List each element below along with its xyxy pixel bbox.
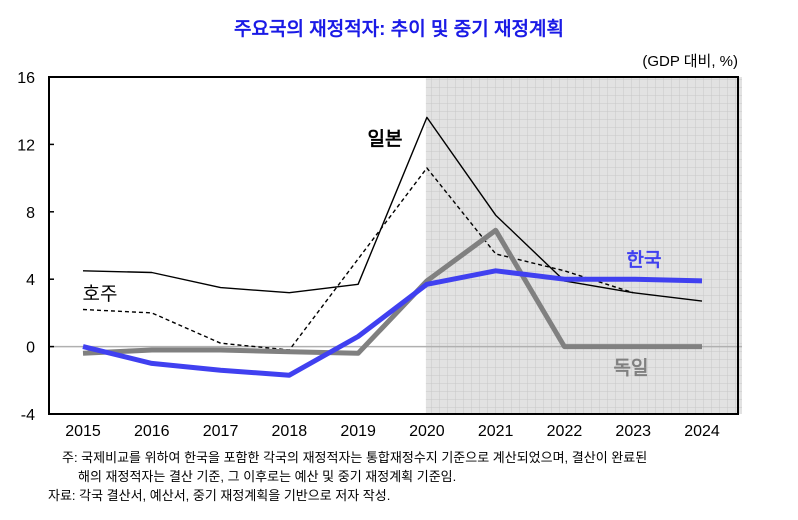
line-chart: -4 0 4 8 12 16 2015 2016 2017 2018 2019 2020 2021 202… [17, 70, 742, 440]
x-tick-label: 2019 [340, 423, 376, 440]
series-label: 독일 [614, 357, 649, 379]
x-tick-label: 2016 [134, 423, 170, 440]
note-line-1: 주: 국제비교를 위하여 한국을 포함한 각국의 재정적자는 통합재정수지 기준… [62, 450, 648, 465]
y-tick-label: -4 [21, 407, 35, 424]
series-line-3 [82, 227, 702, 356]
series-line-0 [82, 116, 703, 302]
x-tick-label: 2021 [478, 423, 514, 440]
y-tick-label: 4 [26, 272, 35, 289]
y-tick-label: 16 [17, 70, 35, 87]
plot-frame [48, 76, 739, 415]
series-label: 한국 [627, 249, 662, 271]
x-tick-label: 2018 [272, 423, 308, 440]
notes: 주: 국제비교를 위하여 한국을 포함한 각국의 재정적자는 통합재정수지 기준… [48, 448, 647, 505]
x-tick-label: 2017 [203, 423, 239, 440]
series-line-1 [82, 167, 634, 351]
chart-title: 주요국의 재정적자: 추이 및 중기 재정계획 [234, 19, 564, 40]
series-line-2 [82, 268, 703, 378]
series-label: 호주 [83, 284, 118, 305]
y-tick-label: 0 [26, 340, 35, 357]
y-tick-label: 8 [26, 205, 35, 222]
x-tick-label: 2023 [615, 423, 651, 440]
y-tick-label: 12 [17, 137, 35, 154]
source-line: 자료: 각국 결산서, 예산서, 중기 재정계획을 기반으로 저자 작성. [48, 488, 391, 503]
x-tick-label: 2024 [684, 423, 720, 440]
x-tick-label: 2015 [65, 423, 101, 440]
x-tick-label: 2022 [547, 423, 583, 440]
series-label: 일본 [368, 128, 403, 150]
unit-label: (GDP 대비, %) [642, 53, 738, 70]
note-line-2: 해의 재정적자는 결산 기준, 그 이후로는 예산 및 중기 재정계획 기준임. [78, 469, 457, 484]
x-tick-label: 2020 [409, 423, 445, 440]
